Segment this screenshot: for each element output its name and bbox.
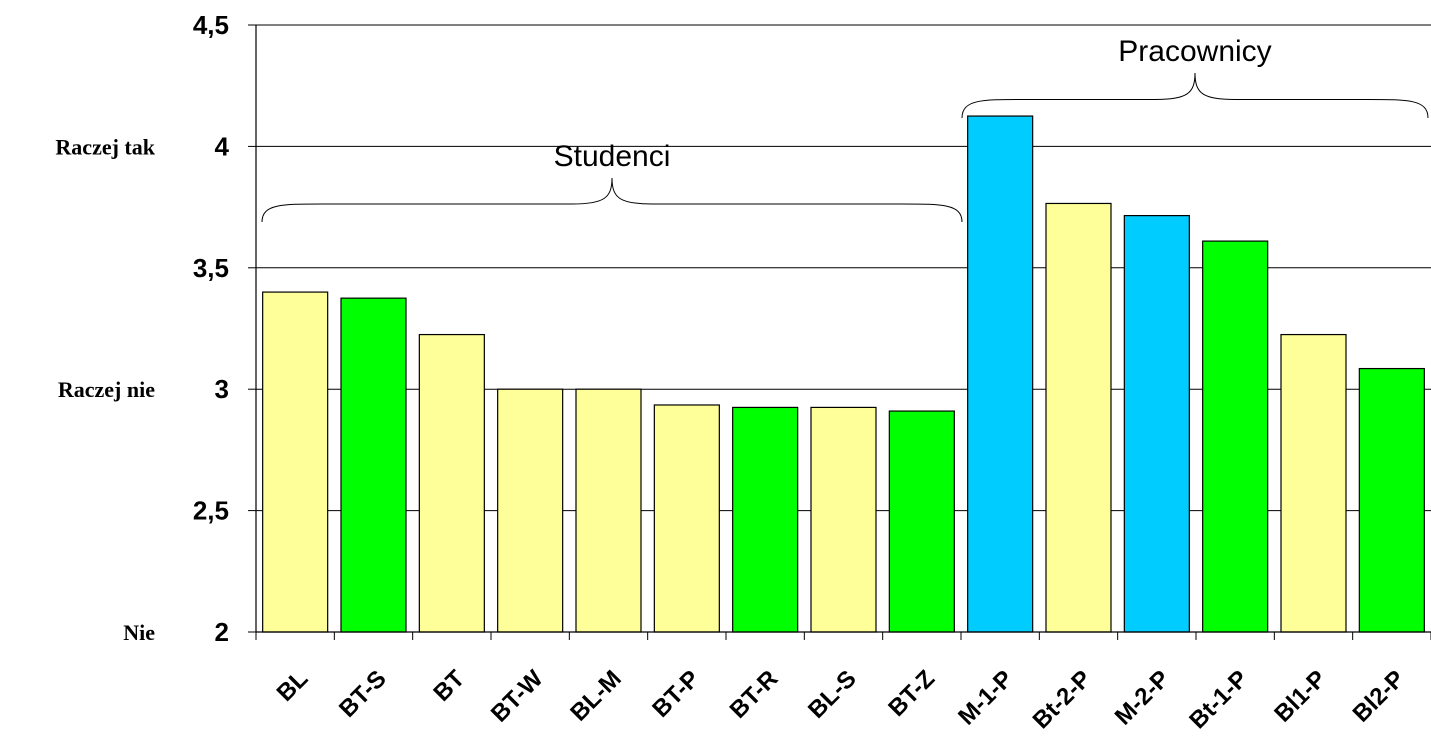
group-label: Pracownicy: [1118, 35, 1271, 68]
y-tick-label: 3,5: [193, 253, 229, 283]
y-tick-label: 3: [215, 374, 229, 404]
y-category-label: Raczej tak: [55, 134, 155, 159]
y-tick-label: 2,5: [193, 496, 229, 526]
y-category-labels: Raczej tak Raczej nie Nie: [55, 134, 155, 645]
bar: [262, 291, 329, 633]
bar: [497, 388, 564, 633]
axes: [248, 24, 1431, 640]
group-brace: [961, 72, 1429, 119]
bar: [732, 406, 799, 633]
bar: [1358, 367, 1425, 633]
x-tick-label: BT-Z: [883, 665, 940, 722]
y-tick-labels: 2 2,5 3 3,5 4 4,5: [193, 10, 230, 647]
bar: [1045, 202, 1112, 633]
x-tick-label: BT-W: [486, 665, 549, 728]
y-tick-label: 2: [215, 617, 229, 647]
group-braces: Studenci Pracownicy: [261, 35, 1429, 223]
x-tick-label: BT-R: [725, 665, 784, 724]
bar: [1202, 240, 1269, 633]
y-category-label: Nie: [123, 620, 155, 645]
x-tick-label: Bl1-P: [1269, 665, 1331, 727]
x-tick-label: BT-S: [334, 665, 392, 723]
y-category-label: Raczej nie: [58, 377, 155, 402]
x-tick-label: BL-S: [803, 665, 862, 724]
y-tick-label: 4,5: [193, 10, 229, 40]
x-tick-label: BT-P: [647, 665, 705, 723]
x-tick-label: BL-M: [565, 665, 627, 727]
y-tick-label: 4: [215, 131, 230, 161]
group-label: Studenci: [554, 140, 671, 173]
bar: [810, 406, 877, 633]
bars: [262, 115, 1425, 633]
bar: [967, 115, 1034, 633]
x-tick-label: Bl2-P: [1348, 665, 1410, 727]
x-tick-label: M-2-P: [1110, 665, 1175, 730]
x-tick-label: M-1-P: [953, 665, 1018, 730]
bar: [1280, 333, 1347, 633]
bar: [888, 410, 955, 633]
x-tick-label: BT: [428, 665, 470, 707]
x-tick-label: Bt-1-P: [1184, 665, 1253, 734]
group-brace: [261, 177, 963, 223]
bar: [653, 404, 720, 633]
bar: [575, 388, 642, 633]
bar: [1123, 214, 1190, 633]
bar: [340, 297, 407, 633]
bar: [418, 333, 485, 633]
x-tick-label: BL: [272, 665, 314, 707]
x-tick-labels: BL BT-S BT BT-W BL-M BT-P BT-R BL-S BT-Z M-1-P Bt-…: [272, 665, 1410, 734]
x-tick-label: Bt-2-P: [1028, 665, 1097, 734]
